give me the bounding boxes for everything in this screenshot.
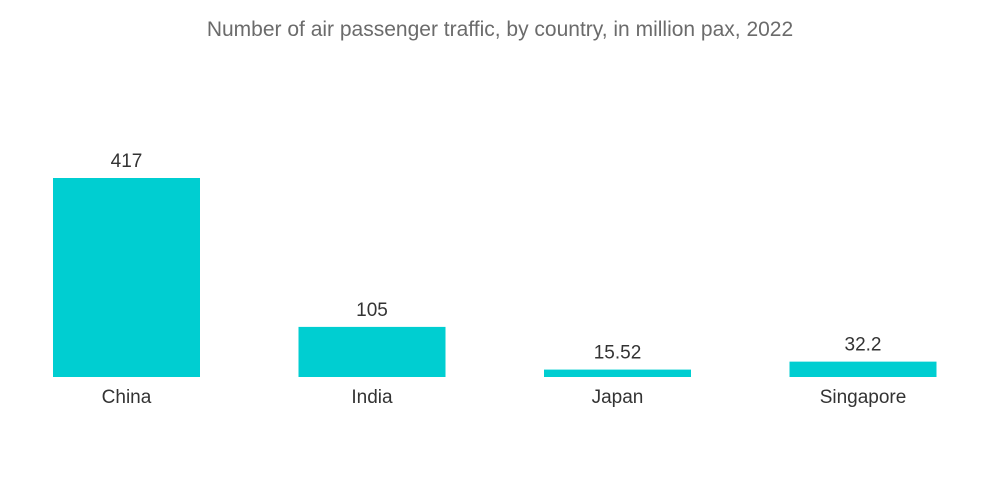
value-label-china: 417 [111, 151, 143, 172]
category-label-japan: Japan [592, 387, 644, 408]
value-label-india: 105 [356, 300, 388, 321]
category-label-china: China [102, 387, 152, 408]
bar-singapore [789, 361, 937, 377]
bar-china [53, 178, 200, 377]
value-label-japan: 15.52 [594, 343, 642, 364]
category-label-singapore: Singapore [820, 387, 907, 408]
chart-title: Number of air passenger traffic, by coun… [206, 18, 794, 41]
value-label-singapore: 32.2 [845, 335, 882, 356]
bar-japan [544, 369, 691, 377]
bar-india [298, 326, 446, 377]
category-label-india: India [351, 387, 393, 408]
